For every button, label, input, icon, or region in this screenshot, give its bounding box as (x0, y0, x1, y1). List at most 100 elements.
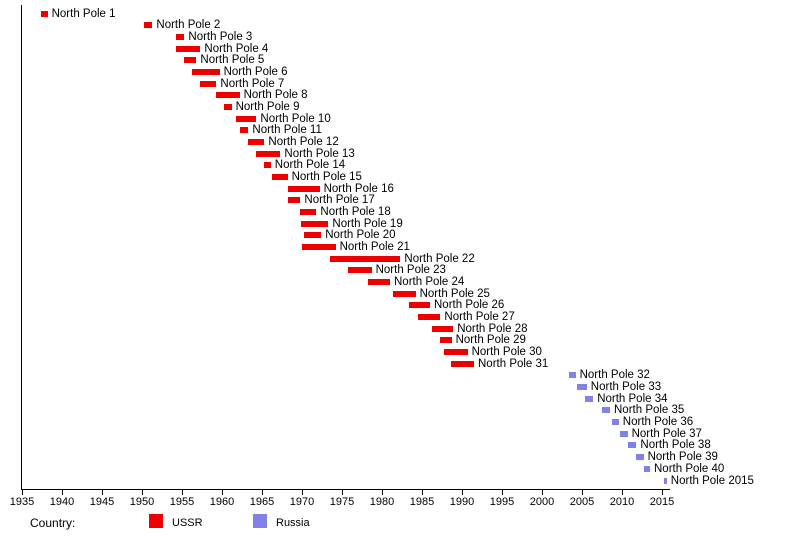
axis-tick-label: 2005 (569, 496, 595, 508)
station-label: North Pole 11 (252, 124, 322, 137)
station-label: North Pole 31 (478, 357, 549, 370)
station-label: North Pole 7 (220, 77, 285, 90)
timeline-bar (619, 430, 628, 437)
station-label: North Pole 39 (647, 451, 718, 464)
axis-tick (382, 489, 383, 495)
axis-tick-label: 1965 (249, 496, 275, 508)
axis-tick-label: 1980 (369, 496, 395, 508)
timeline-bar (569, 372, 576, 379)
station-label: North Pole 36 (622, 416, 694, 429)
station-label: North Pole 33 (590, 381, 662, 394)
legend-title: Country: (30, 516, 76, 530)
timeline-bar (144, 22, 153, 29)
timeline-bar (304, 232, 322, 239)
timeline-bar (288, 197, 301, 204)
station-label: North Pole 9 (235, 101, 300, 114)
station-label: North Pole 17 (304, 194, 375, 207)
station-label: North Pole 38 (640, 439, 711, 452)
timeline-bar (418, 314, 441, 321)
axis-tick (582, 489, 583, 495)
axis-tick-label: 1975 (329, 496, 355, 508)
station-label: North Pole 28 (457, 322, 528, 335)
timeline-bar (644, 465, 650, 472)
axis-tick (662, 489, 663, 495)
station-label: North Pole 34 (597, 392, 668, 405)
station-label: North Pole 3 (188, 31, 253, 44)
station-label: North Pole 18 (320, 206, 391, 219)
timeline-bar (393, 290, 416, 297)
timeline-bar (585, 395, 594, 402)
timeline-bar (636, 454, 644, 461)
axis-tick (222, 489, 223, 495)
timeline-bar (444, 349, 468, 356)
timeline-bar (602, 407, 610, 414)
timeline-bar (200, 80, 217, 87)
axis-tick-label: 1955 (169, 496, 195, 508)
legend-swatch-ussr (149, 514, 163, 528)
axis-tick-label: 1940 (49, 496, 75, 508)
axis-tick (262, 489, 263, 495)
timeline-bar (302, 244, 336, 251)
axis-tick (542, 489, 543, 495)
timeline-bar (628, 442, 637, 449)
axis-tick (102, 489, 103, 495)
station-label: North Pole 12 (268, 136, 339, 149)
station-label: North Pole 29 (455, 334, 526, 347)
axis-tick-label: 1945 (89, 496, 115, 508)
station-label: North Pole 14 (274, 159, 346, 172)
timeline-bar (347, 267, 372, 274)
timeline-bar (184, 57, 197, 64)
timeline-bar (301, 220, 329, 227)
timeline-bar (224, 104, 232, 111)
timeline-bar (216, 92, 240, 99)
axis-tick (302, 489, 303, 495)
timeline-bar (272, 174, 288, 181)
station-label: North Pole 32 (579, 369, 650, 382)
timeline-bar (248, 139, 265, 146)
x-axis-line (21, 489, 670, 490)
axis-tick-label: 2010 (609, 496, 635, 508)
axis-tick (342, 489, 343, 495)
axis-tick (62, 489, 63, 495)
timeline-bar (264, 162, 271, 169)
timeline-bar (256, 150, 281, 157)
axis-tick-label: 1990 (449, 496, 475, 508)
axis-tick-label: 1985 (409, 496, 435, 508)
timeline-bar (577, 384, 587, 391)
axis-tick-label: 2000 (529, 496, 555, 508)
timeline-bar (368, 279, 390, 286)
station-label: North Pole 23 (375, 264, 446, 277)
timeline-bar (409, 302, 430, 309)
legend-label-ussr: USSR (172, 517, 203, 529)
station-label: North Pole 20 (325, 229, 396, 242)
y-axis-line (21, 5, 22, 490)
axis-tick (182, 489, 183, 495)
timeline-bar (330, 255, 401, 262)
station-label: North Pole 16 (323, 182, 394, 195)
timeline-bar (240, 127, 249, 134)
timeline-bar (300, 209, 317, 216)
axis-tick-label: 1960 (209, 496, 235, 508)
station-label: North Pole 8 (243, 89, 308, 102)
axis-tick (422, 489, 423, 495)
timeline-bar (431, 325, 454, 332)
timeline-bar (664, 477, 667, 484)
axis-tick (142, 489, 143, 495)
station-label: North Pole 27 (444, 311, 515, 324)
station-label: North Pole 25 (419, 287, 490, 300)
station-label: North Pole 4 (204, 42, 269, 55)
axis-tick (622, 489, 623, 495)
axis-tick-label: 2015 (649, 496, 675, 508)
axis-tick (462, 489, 463, 495)
timeline-bar (192, 69, 220, 76)
timeline-bar (176, 34, 185, 41)
axis-tick-label: 1970 (289, 496, 315, 508)
station-label: North Pole 13 (284, 147, 355, 160)
station-label: North Pole 2015 (670, 474, 754, 487)
legend-swatch-russia (253, 514, 267, 528)
timeline-bar (611, 419, 619, 426)
timeline-bar (236, 115, 257, 122)
axis-tick (22, 489, 23, 495)
station-label: North Pole 2 (156, 19, 221, 32)
timeline-bar (288, 185, 320, 192)
